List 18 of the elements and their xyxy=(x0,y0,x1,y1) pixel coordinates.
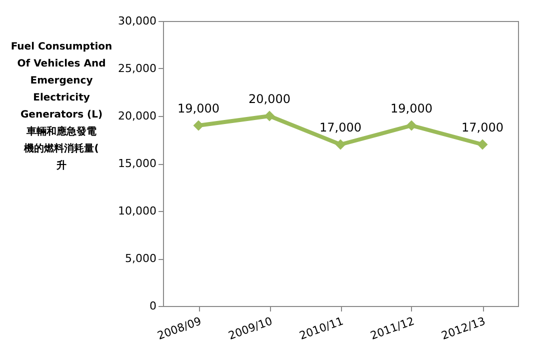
text: 19,000 xyxy=(178,102,220,116)
text: 17,000 xyxy=(320,120,362,134)
y-tick-label: 15,000 xyxy=(118,157,156,170)
point xyxy=(335,139,346,150)
text: 20,000 xyxy=(248,92,290,106)
y-tick-label: 5,000 xyxy=(125,252,156,265)
y-tick-label: 25,000 xyxy=(118,62,156,75)
point xyxy=(406,120,417,131)
point xyxy=(477,139,488,150)
point xyxy=(264,110,275,122)
y-tick-label: 20,000 xyxy=(118,110,156,122)
text: 17,000 xyxy=(462,120,504,134)
y-axis-title: Fuel Consumption Of Vehicles And Emergency Electricity Generators (L) 車輛和應急發電機的燃料消耗量(升 xyxy=(10,42,112,172)
point xyxy=(193,120,204,131)
y-tick-label: 10,000 xyxy=(118,204,156,218)
y-tick-label: 0 xyxy=(150,300,156,312)
text: 19,000 xyxy=(390,102,432,116)
y-tick-label: 30,000 xyxy=(118,14,156,28)
